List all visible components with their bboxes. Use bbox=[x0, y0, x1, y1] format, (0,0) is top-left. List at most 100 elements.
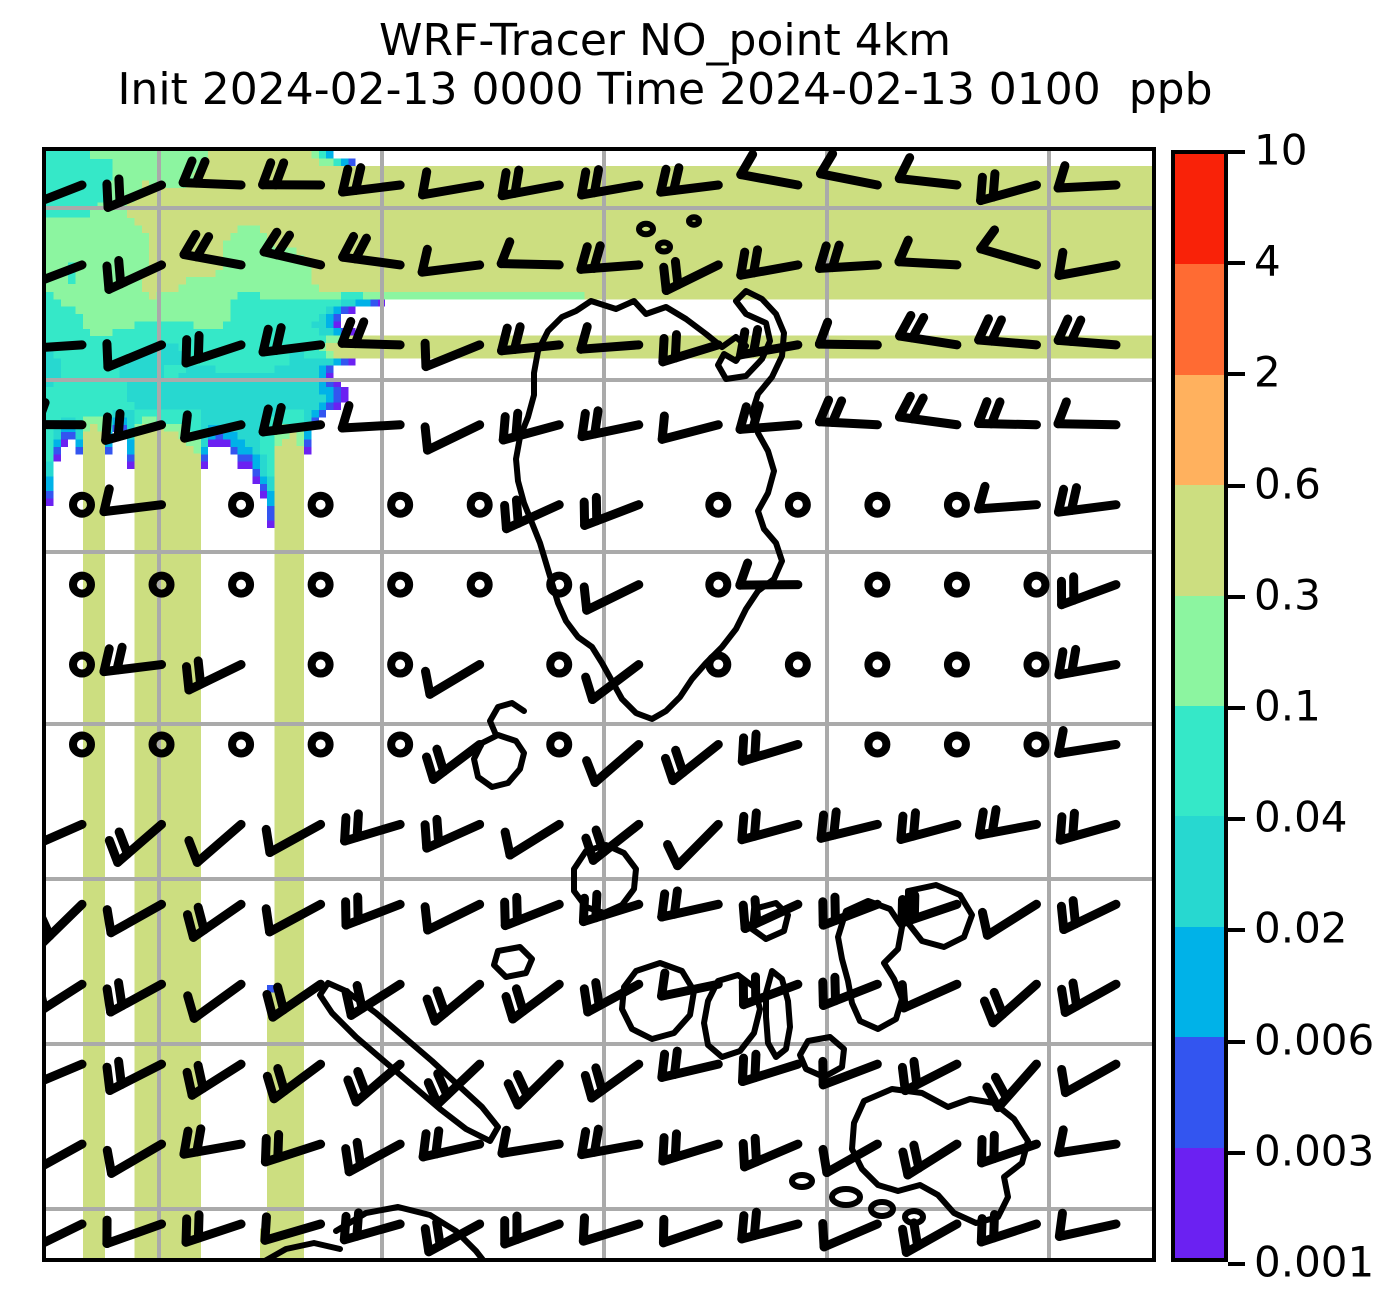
wind-barb bbox=[102, 1215, 167, 1248]
wind-barb bbox=[418, 1126, 485, 1162]
wind-barb bbox=[181, 1210, 246, 1247]
wind-barb bbox=[576, 241, 644, 274]
coastline-luzon bbox=[513, 288, 787, 722]
wind-barb bbox=[420, 420, 485, 455]
map-plot-area[interactable] bbox=[42, 147, 1156, 1262]
calm-wind-circle bbox=[546, 571, 573, 598]
wind-barb bbox=[735, 558, 803, 590]
wind-barb bbox=[1054, 1125, 1121, 1158]
wind-barb bbox=[1056, 572, 1121, 610]
wind-barb bbox=[1054, 247, 1121, 280]
calm-wind-circle bbox=[864, 571, 891, 598]
wind-barb bbox=[337, 401, 405, 433]
calm-wind-circle bbox=[228, 491, 255, 518]
calm-wind-circle bbox=[784, 651, 811, 678]
wind-barb bbox=[977, 1130, 1041, 1168]
coastline-samar-north bbox=[905, 882, 975, 950]
wind-barb bbox=[737, 1207, 803, 1244]
wind-barb bbox=[578, 889, 644, 927]
wind-barb bbox=[894, 153, 962, 190]
wind-barb bbox=[580, 1059, 644, 1103]
wind-barb bbox=[500, 819, 564, 860]
calm-wind-circle bbox=[228, 731, 255, 758]
wind-barb bbox=[178, 156, 246, 190]
wind-barb bbox=[897, 890, 962, 928]
wind-barb bbox=[738, 972, 803, 1010]
wind-barb bbox=[341, 892, 405, 930]
calm-wind-circle bbox=[387, 571, 414, 598]
wind-barb bbox=[500, 495, 564, 534]
wind-barb bbox=[1053, 483, 1121, 517]
coastline-batanes-2 bbox=[686, 214, 702, 228]
wind-barb bbox=[898, 1218, 962, 1257]
wind-barb bbox=[814, 395, 882, 430]
calm-wind-circle bbox=[69, 571, 95, 598]
calm-wind-circle bbox=[546, 651, 573, 678]
calm-wind-circle bbox=[307, 571, 334, 598]
wind-barb bbox=[258, 158, 326, 190]
wind-barb bbox=[982, 1059, 1041, 1113]
colorbar[interactable] bbox=[1171, 150, 1228, 1262]
wind-barb bbox=[46, 819, 87, 853]
wind-barb bbox=[102, 339, 167, 372]
calm-wind-circle bbox=[943, 651, 970, 678]
wind-barb bbox=[976, 1210, 1041, 1247]
colorbar-tick-label-9: 0.003 bbox=[1254, 1126, 1375, 1176]
colorbar-tick-mark-3 bbox=[1228, 483, 1245, 488]
wind-barb bbox=[420, 899, 485, 935]
colorbar-tick-label-1: 4 bbox=[1254, 236, 1281, 286]
wind-barb bbox=[261, 899, 326, 937]
calm-wind-circle bbox=[705, 651, 732, 678]
coastline-batanes-1 bbox=[655, 239, 673, 255]
calm-wind-circle bbox=[307, 731, 334, 758]
wind-barb bbox=[738, 1133, 803, 1172]
title-line-1: WRF-Tracer NO_point 4km bbox=[378, 15, 952, 66]
wind-barb bbox=[182, 1059, 246, 1100]
calm-wind-circle bbox=[546, 731, 573, 758]
colorbar-band-2 bbox=[1175, 374, 1224, 486]
wind-barb bbox=[258, 323, 326, 357]
colorbar-tick-label-7: 0.02 bbox=[1254, 903, 1348, 953]
wind-barb bbox=[815, 151, 882, 190]
calm-wind-circle bbox=[864, 491, 891, 518]
wind-barb bbox=[500, 1211, 564, 1249]
wind-barb bbox=[736, 245, 803, 280]
wind-barb bbox=[818, 1056, 882, 1090]
calm-wind-circle bbox=[466, 571, 493, 598]
wind-barb bbox=[184, 819, 246, 867]
colorbar-tick-mark-1 bbox=[1228, 261, 1245, 266]
calm-wind-circle bbox=[228, 571, 255, 598]
colorbar-tick-label-10: 0.001 bbox=[1254, 1237, 1375, 1287]
wind-barb bbox=[814, 317, 882, 350]
wind-barb bbox=[338, 163, 405, 197]
wind-barb bbox=[183, 979, 246, 1023]
colorbar-tick-mark-6 bbox=[1228, 817, 1245, 822]
coastline-leyte-samar bbox=[835, 898, 905, 1032]
wind-barb bbox=[579, 492, 644, 530]
colorbar-tick-mark-5 bbox=[1228, 706, 1245, 710]
wind-barb bbox=[658, 1214, 723, 1248]
calm-wind-circle bbox=[864, 651, 891, 678]
colorbar-tick-mark-0 bbox=[1228, 150, 1245, 154]
wind-barb bbox=[818, 1139, 882, 1178]
coastline-small-island-0 bbox=[829, 1186, 863, 1208]
wind-barb bbox=[46, 899, 87, 950]
wind-barb bbox=[179, 1124, 246, 1159]
colorbar-tick-label-3: 0.6 bbox=[1254, 459, 1321, 509]
wind-barb bbox=[101, 408, 167, 445]
coastline-panay bbox=[619, 960, 697, 1042]
wind-barb bbox=[180, 410, 246, 443]
calm-wind-circle bbox=[69, 491, 95, 518]
title-line-2: Init 2024-02-13 0000 Time 2024-02-13 010… bbox=[117, 64, 1213, 116]
wind-barb bbox=[660, 739, 723, 786]
wind-barb bbox=[659, 257, 723, 296]
wind-barb bbox=[417, 244, 485, 277]
colorbar-tick-mark-7 bbox=[1228, 928, 1245, 933]
contour-fill-layer bbox=[46, 151, 1152, 1258]
wind-barb bbox=[737, 729, 803, 766]
wind-barb bbox=[99, 642, 167, 677]
colorbar-tick-label-2: 2 bbox=[1254, 347, 1281, 397]
wind-barb bbox=[46, 260, 87, 291]
wind-barb bbox=[341, 979, 405, 1020]
wind-barb bbox=[262, 1059, 326, 1104]
